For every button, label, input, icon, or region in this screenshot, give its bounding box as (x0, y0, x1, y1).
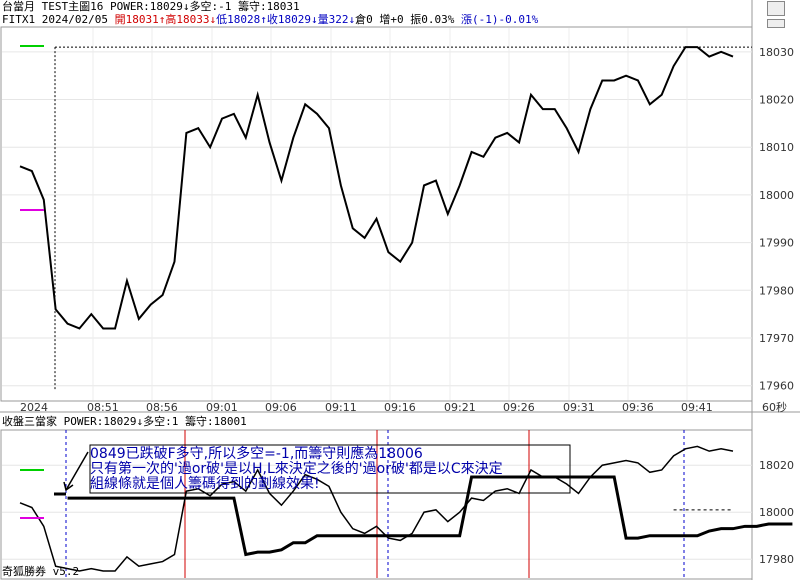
x-tick-label: 09:31 (563, 401, 595, 414)
quote-close: 收18029↓ (266, 13, 318, 26)
quote-amp: 振0.03% (410, 13, 455, 26)
x-tick-label: 09:36 (622, 401, 654, 414)
quote-volume: 量322↓ (317, 13, 356, 26)
scroll-button[interactable] (767, 19, 785, 28)
window-control-button[interactable] (767, 1, 785, 16)
x-tick-label: 09:26 (503, 401, 535, 414)
quote-oi: 倉0 (355, 13, 373, 26)
annotation-arrow (65, 451, 89, 491)
upper-y-tick: 18000 (759, 189, 794, 202)
lower-chip-line (67, 475, 793, 557)
x-tick-label: 09:16 (384, 401, 416, 414)
x-tick-label: 09:11 (325, 401, 357, 414)
upper-y-tick: 18020 (759, 94, 794, 107)
quote-bar: FITX1 2024/02/05 開18031↑高18033↓低18028↑收1… (2, 13, 538, 26)
x-tick-label: 08:56 (146, 401, 178, 414)
lower-price-line (19, 445, 734, 572)
lower-title: 收盤三當家 POWER:18029↓多空:1 籌守:18001 (2, 415, 247, 428)
quote-date: 2024/02/05 (41, 13, 108, 26)
quote-open: 開18031↑ (114, 13, 166, 26)
upper-title: 台當月 TEST主圖16 POWER:18029↓多空:-1 籌守:18031 (2, 0, 300, 13)
x-tick-label: 08:51 (87, 401, 119, 414)
upper-y-tick: 17960 (759, 380, 794, 393)
brand-label: 奇狐勝券 v5.2 (2, 565, 80, 578)
quote-inc: 增+0 (379, 13, 404, 26)
x-tick-label: 09:01 (206, 401, 238, 414)
upper-y-tick: 18030 (759, 46, 794, 59)
upper-y-tick: 17970 (759, 332, 794, 345)
x-tick-label: 09:06 (265, 401, 297, 414)
quote-chg: 漲(-1)-0.01% (460, 13, 539, 26)
x-tick-label: 2024 (20, 401, 48, 414)
lower-y-tick: 18020 (759, 459, 794, 472)
lower-y-tick: 18000 (759, 506, 794, 519)
annotation-box (89, 444, 571, 494)
x-tick-label: 09:41 (681, 401, 713, 414)
upper-y-tick: 17980 (759, 284, 794, 297)
quote-low: 低18028↑ (216, 13, 267, 26)
lower-y-tick: 17980 (759, 553, 794, 566)
annotation-arrowhead (63, 481, 74, 492)
annotation-line2: 只有第一次的'過or破'是以H,L來決定之後的'過or破'都是以C來決定 (90, 460, 503, 477)
annotation-line3: 組線條就是個人籌碼得到的劃線效果! (90, 475, 320, 492)
symbol: FITX1 (2, 13, 36, 26)
upper-y-tick: 18010 (759, 141, 794, 154)
x-tick-label: 09:21 (444, 401, 476, 414)
period-label: 60秒 (762, 400, 787, 414)
upper-y-tick: 17990 (759, 237, 794, 250)
annotation-line1: 0849已跌破F多守,所以多空=-1,而籌守則應為18006 (90, 445, 423, 462)
upper-price-line (19, 46, 734, 330)
quote-high: 高18033↓ (165, 13, 217, 26)
